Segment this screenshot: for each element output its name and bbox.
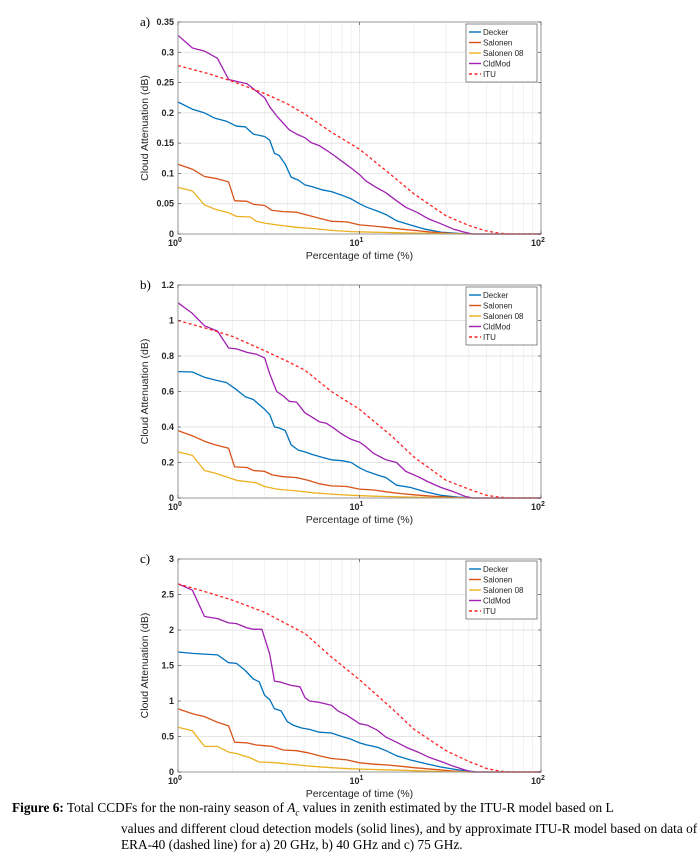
x-tick-label: 102 bbox=[531, 775, 545, 786]
legend-label: Salonen bbox=[483, 39, 512, 48]
y-tick-label: 0 bbox=[169, 493, 174, 503]
y-tick-label: 0.4 bbox=[161, 422, 174, 432]
chart-panel-a: 0 0.05 0.1 0.15 0.2 0.25 0.3 0.35 100 101 102 Perce… bbox=[139, 14, 545, 262]
caption-line-1: Figure 6: Total CCDFs for the non-rainy … bbox=[12, 800, 697, 821]
y-tick-label: 0.8 bbox=[161, 351, 174, 361]
series-line-salonen-08 bbox=[177, 726, 541, 773]
legend-label: Decker bbox=[483, 565, 509, 574]
y-axis-label: Cloud Attenuation (dB) bbox=[139, 613, 151, 719]
y-tick-label: 0 bbox=[169, 229, 174, 239]
x-tick-label: 101 bbox=[350, 501, 364, 512]
y-tick-label: 1.5 bbox=[161, 661, 174, 671]
series-line-itu bbox=[177, 64, 541, 235]
series-line-salonen-08 bbox=[177, 186, 541, 235]
legend-label: CldMod bbox=[483, 323, 511, 332]
legend-label: Decker bbox=[483, 28, 509, 37]
y-tick-label: 3 bbox=[169, 554, 174, 564]
y-tick-label: 2 bbox=[169, 625, 174, 635]
x-tick-label: 102 bbox=[531, 237, 545, 248]
caption-text-cont: values in zenith estimated by the ITU-R … bbox=[299, 800, 614, 815]
x-tick-label: 101 bbox=[350, 237, 364, 248]
caption-line-2: values and different cloud detection mod… bbox=[121, 820, 697, 836]
x-tick-label: 101 bbox=[350, 775, 364, 786]
y-tick-label: 0.5 bbox=[161, 732, 174, 742]
legend-label: Salonen 08 bbox=[483, 586, 524, 595]
series-line-itu bbox=[177, 319, 541, 499]
panel-label: c) bbox=[140, 551, 150, 566]
legend-label: Salonen bbox=[483, 302, 512, 311]
series-line-decker bbox=[177, 370, 541, 499]
y-tick-label: 1 bbox=[169, 316, 174, 326]
figure-caption: Figure 6: Total CCDFs for the non-rainy … bbox=[12, 800, 697, 853]
series-line-itu bbox=[177, 583, 541, 773]
y-tick-label: 0.15 bbox=[156, 138, 174, 148]
caption-line-3: ERA-40 (dashed line) for a) 20 GHz, b) 4… bbox=[121, 836, 463, 852]
chart-panel-b: 0 0.2 0.4 0.6 0.8 1 1.2 100 101 102 Percentage of … bbox=[139, 277, 545, 526]
legend-label: ITU bbox=[483, 70, 496, 79]
chart-panel-c: 0 0.5 1 1.5 2 2.5 3 100 101 102 Percentage of time… bbox=[139, 551, 545, 800]
panel-label: a) bbox=[140, 14, 150, 29]
y-tick-label: 1 bbox=[169, 696, 174, 706]
series-line-cldmod bbox=[177, 34, 541, 235]
y-axis-label: Cloud Attenuation (dB) bbox=[139, 339, 151, 445]
y-tick-label: 0.1 bbox=[161, 168, 174, 178]
y-tick-label: 1.2 bbox=[161, 280, 174, 290]
y-tick-label: 0.2 bbox=[161, 458, 174, 468]
legend-label: CldMod bbox=[483, 60, 511, 69]
y-tick-label: 2.5 bbox=[161, 590, 174, 600]
series-line-salonen bbox=[177, 708, 541, 773]
legend-label: ITU bbox=[483, 607, 496, 616]
y-tick-label: 0.6 bbox=[161, 387, 174, 397]
legend-label: ITU bbox=[483, 333, 496, 342]
series-line-salonen bbox=[177, 429, 541, 499]
y-tick-label: 0.2 bbox=[161, 108, 174, 118]
series-line-decker bbox=[177, 101, 541, 235]
legend-label: CldMod bbox=[483, 597, 511, 606]
y-axis-label: Cloud Attenuation (dB) bbox=[139, 75, 151, 181]
legend-label: Salonen 08 bbox=[483, 49, 524, 58]
y-tick-label: 0.05 bbox=[156, 199, 174, 209]
legend-box bbox=[465, 560, 538, 620]
x-tick-label: 100 bbox=[168, 775, 182, 786]
x-axis-label: Percentage of time (%) bbox=[306, 514, 413, 526]
caption-label: Figure 6: bbox=[12, 800, 64, 815]
series-line-salonen bbox=[177, 163, 541, 235]
panel-label: b) bbox=[140, 277, 151, 292]
y-tick-label: 0.3 bbox=[161, 47, 174, 57]
legend-label: Salonen 08 bbox=[483, 312, 524, 321]
legend-label: Decker bbox=[483, 291, 509, 300]
x-tick-label: 100 bbox=[168, 237, 182, 248]
x-axis-label: Percentage of time (%) bbox=[306, 788, 413, 800]
caption-text: Total CCDFs for the non-rainy season of bbox=[66, 800, 288, 815]
y-tick-label: 0 bbox=[169, 767, 174, 777]
series-line-salonen-08 bbox=[177, 451, 541, 499]
legend-label: Salonen bbox=[483, 576, 512, 585]
series-line-cldmod bbox=[177, 302, 541, 499]
x-tick-label: 102 bbox=[531, 501, 545, 512]
x-axis-label: Percentage of time (%) bbox=[306, 250, 413, 262]
series-line-cldmod bbox=[177, 583, 541, 773]
y-tick-label: 0.35 bbox=[156, 17, 174, 27]
caption-symbol: Ac bbox=[287, 800, 300, 818]
x-tick-label: 100 bbox=[168, 501, 182, 512]
series-line-decker bbox=[177, 651, 541, 773]
y-tick-label: 0.25 bbox=[156, 78, 174, 88]
